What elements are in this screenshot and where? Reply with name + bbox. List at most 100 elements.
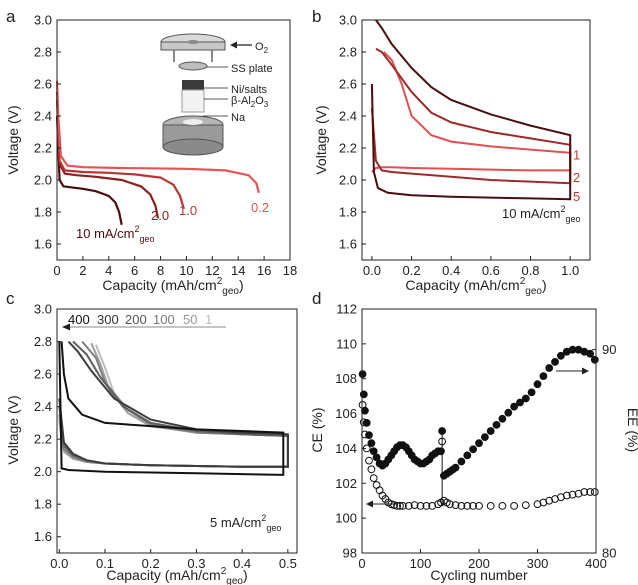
panel-c-plot bbox=[58, 340, 289, 476]
ce-point bbox=[486, 502, 495, 510]
panel-c-cycle-label: 1 bbox=[205, 312, 212, 327]
panel-d-ylabel: CE (%) bbox=[309, 407, 325, 452]
ce-point bbox=[590, 488, 599, 496]
panel-b-ytick-label: 2.2 bbox=[339, 141, 357, 156]
ee-point bbox=[457, 457, 466, 466]
panel-c-rate-label: 5 mA/cm2geo bbox=[210, 513, 281, 533]
panel-a-ylabel: Voltage (V) bbox=[5, 105, 21, 174]
panel-a-ticks: 0 2 4 6 8 10 12 14 16 18 1.6 1.8 2.0 2.2 2.4 2.6 2.8 3.0 bbox=[34, 13, 297, 279]
ce-point bbox=[562, 491, 571, 500]
panel-b-cycle-label: 1 bbox=[573, 147, 580, 162]
cell-ni-salts bbox=[182, 80, 204, 90]
panel-c-frame bbox=[56, 308, 298, 554]
panel-a-plot bbox=[55, 80, 260, 226]
ee-axis-arrow-head bbox=[582, 367, 589, 375]
panel-b-cycle-label: 2 bbox=[573, 170, 580, 185]
panel-c-cycle-label: 100 bbox=[153, 312, 175, 327]
ee-point bbox=[359, 390, 368, 399]
panel-a-curve bbox=[55, 115, 123, 226]
inset-label-na: Na bbox=[231, 112, 246, 124]
ce-point bbox=[396, 502, 404, 510]
panel-c-xtick-label: 0.0 bbox=[50, 556, 68, 571]
ce-axis-arrow-head bbox=[366, 500, 373, 508]
ce-point bbox=[416, 502, 425, 510]
panel-b: 0.0 0.2 0.4 0.6 0.8 1.0 1.6 1.8 2.0 2.2 2.4 2.6 2.8 3… bbox=[313, 13, 591, 297]
ce-point bbox=[359, 418, 368, 427]
panel-d-xtick-label: 300 bbox=[527, 556, 549, 571]
panel-b-cycle-curve bbox=[370, 47, 572, 185]
ee-point bbox=[521, 394, 530, 403]
panel-c-cycle-curve bbox=[58, 341, 285, 476]
panel-b-frame bbox=[361, 19, 591, 261]
ce-point bbox=[580, 488, 589, 496]
panel-d-y2tick-label: 90 bbox=[602, 342, 616, 357]
ce-point bbox=[428, 502, 437, 510]
inset-label-beta-alumina: β-Al2O3 bbox=[231, 95, 269, 109]
panel-a-ytick-label: 2.4 bbox=[34, 109, 52, 124]
ee-point bbox=[475, 439, 483, 448]
panel-d-ytick-label: 98 bbox=[343, 546, 357, 561]
panel-c-cycle-label: 200 bbox=[125, 312, 147, 327]
ce-point bbox=[404, 502, 413, 510]
ce-point bbox=[469, 502, 478, 510]
panel-c: 0.0 0.1 0.2 0.3 0.4 0.5 1.6 1.8 2.0 2.2 2.4 2.6 2.8 3… bbox=[5, 302, 298, 585]
ce-point bbox=[521, 501, 530, 510]
ee-point bbox=[510, 402, 518, 411]
panel-b-cycle-label: 5 bbox=[573, 189, 580, 204]
panel-a-xlabel: Capacity (mAh/cm2geo) bbox=[102, 276, 243, 297]
ce-point bbox=[367, 465, 376, 474]
ce-point bbox=[451, 501, 460, 510]
panel-d-xtick-label: 100 bbox=[410, 556, 432, 571]
ee-point bbox=[358, 370, 367, 379]
panel-d-ytick-label: 102 bbox=[335, 476, 357, 491]
ee-point bbox=[369, 447, 378, 456]
panel-d-ytick-label: 106 bbox=[335, 406, 357, 421]
inset-label-o2: O2 bbox=[255, 41, 269, 55]
panel-a-ytick-label: 1.6 bbox=[34, 237, 52, 252]
cell-bottom-base bbox=[162, 138, 224, 156]
panel-a-xtick-label: 16 bbox=[257, 263, 271, 278]
panel-d-xlabel: Cycling number bbox=[430, 567, 528, 583]
panel-letter-b: b bbox=[312, 7, 321, 26]
ee-point bbox=[481, 433, 489, 442]
panel-a: 0 2 4 6 8 10 12 14 16 181.61.82.02.22.42.62.83.0 … bbox=[5, 13, 297, 298]
panel-a-ytick-label: 2.0 bbox=[34, 173, 52, 188]
ce-point bbox=[498, 502, 507, 510]
panel-c-xtick-label: 0.1 bbox=[96, 556, 114, 571]
panel-b-xtick-label: 0.0 bbox=[363, 263, 381, 278]
panel-d-plot bbox=[358, 345, 599, 510]
ce-point bbox=[358, 401, 367, 409]
cell-ss-plate bbox=[178, 61, 208, 71]
ee-point bbox=[486, 427, 495, 435]
inset-label-ni-salts: Ni/salts bbox=[231, 84, 268, 96]
panel-b-cycle-curve bbox=[371, 51, 572, 173]
ee-point bbox=[463, 451, 472, 460]
panel-d-ytick-label: 110 bbox=[336, 336, 357, 351]
ee-point bbox=[557, 351, 565, 360]
panel-b-ytick-label: 2.4 bbox=[339, 109, 357, 124]
cell-beta-alumina bbox=[181, 89, 205, 113]
panel-a-xtick-label: 12 bbox=[205, 263, 219, 278]
cell-schematic: O2 SS plate Ni/salts β-Al2O3 Na bbox=[160, 33, 273, 156]
panel-d-xtick-label: 0 bbox=[358, 556, 365, 571]
ee-point bbox=[590, 355, 599, 364]
ee-point bbox=[367, 439, 376, 448]
panel-c-ytick-label: 2.4 bbox=[34, 399, 52, 414]
panel-a-series-label: 10 mA/cm2geo bbox=[76, 224, 155, 244]
panel-b-cycle-labels: 1 2 5 bbox=[573, 147, 580, 204]
ce-point bbox=[369, 474, 378, 483]
panel-b-ytick-label: 2.6 bbox=[339, 77, 357, 92]
ee-point bbox=[372, 453, 381, 462]
panel-d-ytick-label: 100 bbox=[335, 511, 357, 526]
panel-b-ytick-label: 3.0 bbox=[339, 13, 357, 28]
panel-d-xtick-label: 200 bbox=[468, 556, 490, 571]
panel-c-cycle-curve bbox=[58, 340, 289, 468]
ee-point bbox=[586, 349, 594, 358]
panel-c-ticks: 0.0 0.1 0.2 0.3 0.4 0.5 1.6 1.8 2.0 2.2 2.4 2.6 2.8 3… bbox=[34, 302, 297, 572]
ce-point bbox=[586, 488, 594, 496]
panel-c-cycle-arrow-head bbox=[62, 323, 70, 331]
cell-gas-port bbox=[187, 40, 199, 44]
panel-a-xtick-label: 0 bbox=[53, 263, 60, 278]
